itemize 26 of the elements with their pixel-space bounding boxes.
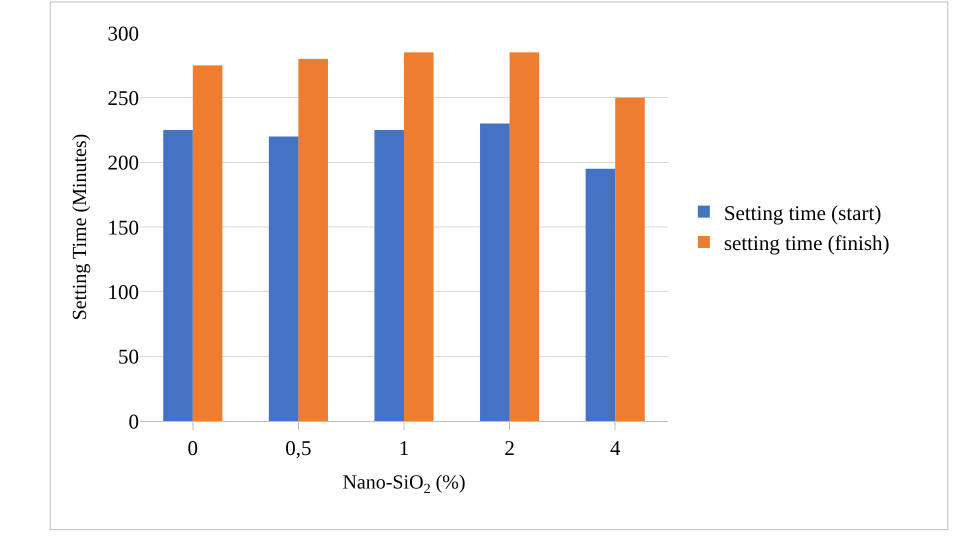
y-tick-label: 0 bbox=[128, 409, 139, 434]
y-tick-label: 250 bbox=[108, 86, 139, 110]
bar bbox=[586, 168, 616, 421]
bar bbox=[298, 58, 328, 421]
bar bbox=[510, 52, 540, 421]
bar bbox=[404, 52, 434, 421]
y-tick-label: 50 bbox=[118, 344, 139, 369]
x-tick-label: 0,5 bbox=[285, 436, 312, 460]
bar bbox=[192, 65, 222, 421]
bar bbox=[615, 98, 645, 421]
x-tick-label: 1 bbox=[398, 436, 410, 460]
y-tick-label: 150 bbox=[108, 215, 139, 240]
bar bbox=[268, 136, 298, 421]
legend-label: setting time (finish) bbox=[724, 231, 890, 256]
bar bbox=[163, 130, 193, 421]
y-tick-label: 300 bbox=[108, 21, 139, 46]
x-tick-label: 0 bbox=[188, 436, 198, 460]
legend-label: Setting time (start) bbox=[724, 200, 882, 225]
y-tick-label: 100 bbox=[108, 280, 139, 304]
x-tick-label: 4 bbox=[610, 436, 621, 460]
bar bbox=[374, 130, 404, 421]
y-axis-title: Setting Time (Minutes) bbox=[69, 134, 91, 320]
y-tick-label: 200 bbox=[108, 150, 139, 175]
x-axis-title: Nano-SiO$_{2}$ (%) bbox=[342, 472, 466, 497]
bar bbox=[480, 124, 510, 421]
x-tick-label: 2 bbox=[504, 436, 515, 460]
